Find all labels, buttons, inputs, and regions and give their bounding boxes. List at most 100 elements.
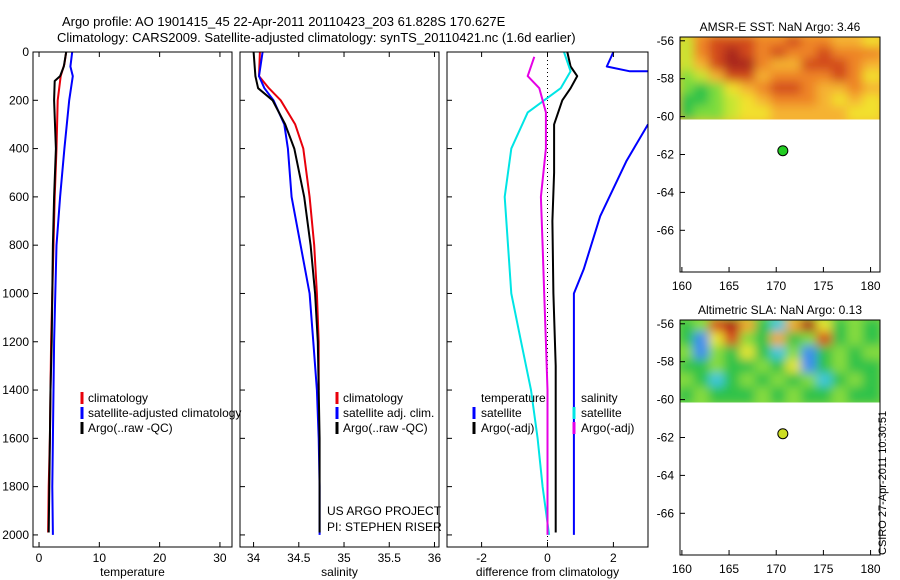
heatmap (680, 37, 880, 120)
x-axis-label: difference from climatology (476, 565, 619, 579)
heatmap-cell (724, 359, 744, 377)
legend-label: Argo(-adj) (481, 421, 534, 435)
map-title: Altimetric SLA: NaN Argo: 0.13 (698, 303, 862, 317)
x-tick-label: 2 (610, 551, 617, 565)
x-tick-label: 160 (672, 279, 692, 293)
y-tick-label: 800 (9, 238, 29, 252)
timestamp-stamp: CSIRO 27-Apr-2011 10:30:51 (877, 411, 889, 555)
heatmap-cell (785, 359, 806, 377)
x-axis-label: temperature (100, 565, 165, 579)
axes-frame (239, 51, 440, 548)
x-tick-label: 35.5 (378, 551, 402, 565)
heatmap-cell (770, 372, 790, 391)
heatmap-cell (801, 345, 821, 364)
heatmap-cell (693, 372, 713, 391)
figure-title-line1: Argo profile: AO 1901415_45 22-Apr-2011 … (62, 14, 506, 29)
heatmap-cell (816, 105, 836, 120)
heatmap (680, 320, 880, 403)
heatmap-cell (724, 331, 744, 350)
heatmap-cell (816, 372, 836, 391)
plot-area (252, 52, 321, 535)
series-line-2 (47, 52, 68, 533)
x-tick-label: 34 (247, 551, 261, 565)
y-tick-label: -60 (657, 393, 675, 407)
x-tick-label: 35 (337, 551, 351, 565)
heatmap-cell (862, 359, 880, 377)
heatmap-cell (770, 345, 790, 364)
heatmap-cell (708, 345, 729, 364)
series-line-2 (551, 52, 579, 533)
y-tick-label: -66 (657, 223, 675, 237)
heatmap-cell (739, 345, 759, 364)
heatmap-cell (785, 386, 806, 403)
figure-title-line2: Climatology: CARS2009. Satellite-adjuste… (57, 30, 576, 45)
heatmap-cell (847, 386, 867, 403)
heatmap-cell (801, 359, 821, 377)
legend-label: Argo(..raw -QC) (343, 421, 428, 435)
heatmap-cell (847, 372, 867, 391)
heatmap-cell (847, 345, 867, 364)
series-line-4 (526, 56, 549, 535)
heatmap-cell (708, 359, 729, 377)
series-line-2 (252, 52, 321, 533)
heatmap-cell (680, 105, 698, 120)
y-tick-label: -64 (657, 468, 675, 482)
legend-label: Argo(-adj) (581, 421, 634, 435)
legend-label: satellite (581, 406, 622, 420)
heatmap-cell (785, 345, 806, 364)
heatmap-cell (770, 105, 790, 120)
legend-title-temperature: temperature (481, 391, 546, 405)
argo-position-marker (777, 428, 789, 440)
heatmap-cell (680, 386, 698, 403)
heatmap-cell (693, 386, 713, 403)
heatmap-cell (847, 359, 867, 377)
y-tick-label: -56 (657, 34, 675, 48)
x-tick-label: 170 (766, 562, 786, 576)
heatmap-cell (862, 372, 880, 391)
x-tick-label: 165 (719, 279, 739, 293)
temperature-panel: 0 10 20 30 0 200 400 600 800 1000 1200 1400 1600 1800… (2, 45, 241, 579)
heatmap-cell (680, 331, 698, 350)
sla-map-panel: 160 165 170 175 180 -56 -58 -60 -62 -64 -66 Altimet… (657, 303, 881, 576)
heatmap-cell (816, 386, 836, 403)
x-tick-label: 34.5 (287, 551, 311, 565)
heatmap-cell (739, 372, 759, 391)
heatmap-cell (770, 331, 790, 350)
sst-map-panel: 160 165 170 175 180 -56 -58 -60 -62 -64 -66 AMSR-E … (657, 20, 881, 293)
y-tick-label: 0 (22, 45, 29, 59)
heatmap-cell (801, 105, 821, 120)
plot-area (503, 52, 648, 547)
argo-position-marker (777, 145, 789, 157)
heatmap-cell (831, 372, 852, 391)
y-tick-label: 1600 (2, 431, 29, 445)
legend-title-salinity: salinity (581, 391, 618, 405)
heatmap-cell (801, 331, 821, 350)
y-tick-label: -64 (657, 185, 675, 199)
heatmap-cell (724, 105, 744, 120)
heatmap-cell (739, 331, 759, 350)
axes-frame (32, 51, 233, 548)
heatmap-cell (831, 105, 852, 120)
x-tick-label: 30 (213, 551, 227, 565)
heatmap-cell (801, 372, 821, 391)
y-tick-label: 2000 (2, 528, 29, 542)
heatmap-cell (724, 386, 744, 403)
heatmap-cell (754, 105, 775, 120)
x-tick-label: 36 (428, 551, 442, 565)
y-tick-label: -56 (657, 317, 675, 331)
x-tick-label: 20 (153, 551, 167, 565)
heatmap-cell (831, 331, 852, 350)
heatmap-cell (754, 359, 775, 377)
legend-label: satellite adj. clim. (343, 406, 434, 420)
heatmap-cell (708, 372, 729, 391)
y-tick-label: 1200 (2, 335, 29, 349)
heatmap-cell (785, 372, 806, 391)
credit-line1: US ARGO PROJECT (327, 504, 442, 518)
y-tick-label: 1800 (2, 480, 29, 494)
heatmap-cell (785, 105, 806, 120)
heatmap-cell (724, 372, 744, 391)
heatmap-cell (739, 359, 759, 377)
heatmap-cell (680, 372, 698, 391)
x-tick-label: 180 (861, 562, 881, 576)
